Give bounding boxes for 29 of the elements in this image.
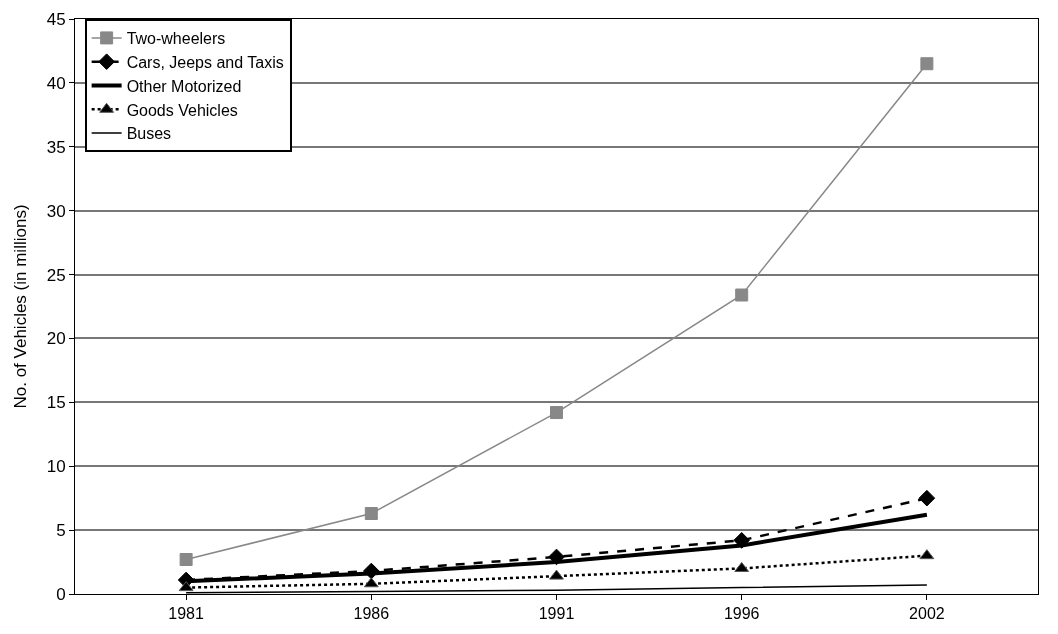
legend-label: Other Motorized [126,77,242,95]
y-axis-title: No. of Vehicles (in millions) [11,204,31,409]
x-tick-label: 1991 [538,605,575,623]
point [918,489,936,507]
y-tick-label: 20 [46,329,66,349]
point [548,548,565,566]
y-tick-label: 35 [46,137,66,157]
x-tick-label: 1981 [168,605,205,623]
point [550,406,563,420]
legend-label: Goods Vehicles [126,101,238,119]
legend-label: Buses [126,125,172,143]
point [364,507,378,520]
legend-label: Cars, Jeeps and Taxis [126,53,284,71]
legend-label: Two-wheelers [126,30,226,48]
y-tick-label: 30 [46,201,66,221]
y-tick-label: 10 [46,457,66,477]
y-tick-label: 45 [46,9,66,29]
y-tick-label: 0 [56,584,66,604]
point [549,569,564,580]
x-tick-label: 1996 [723,605,760,623]
y-tick-label: 5 [56,521,66,541]
x-tick-label: 2002 [909,605,945,623]
x-tick-label: 1986 [353,605,390,623]
y-tick-label: 15 [46,393,66,413]
point [920,57,934,71]
y-tick-label: 40 [46,73,66,93]
point [735,288,749,302]
point [179,553,193,566]
y-tick-label: 25 [46,265,66,285]
